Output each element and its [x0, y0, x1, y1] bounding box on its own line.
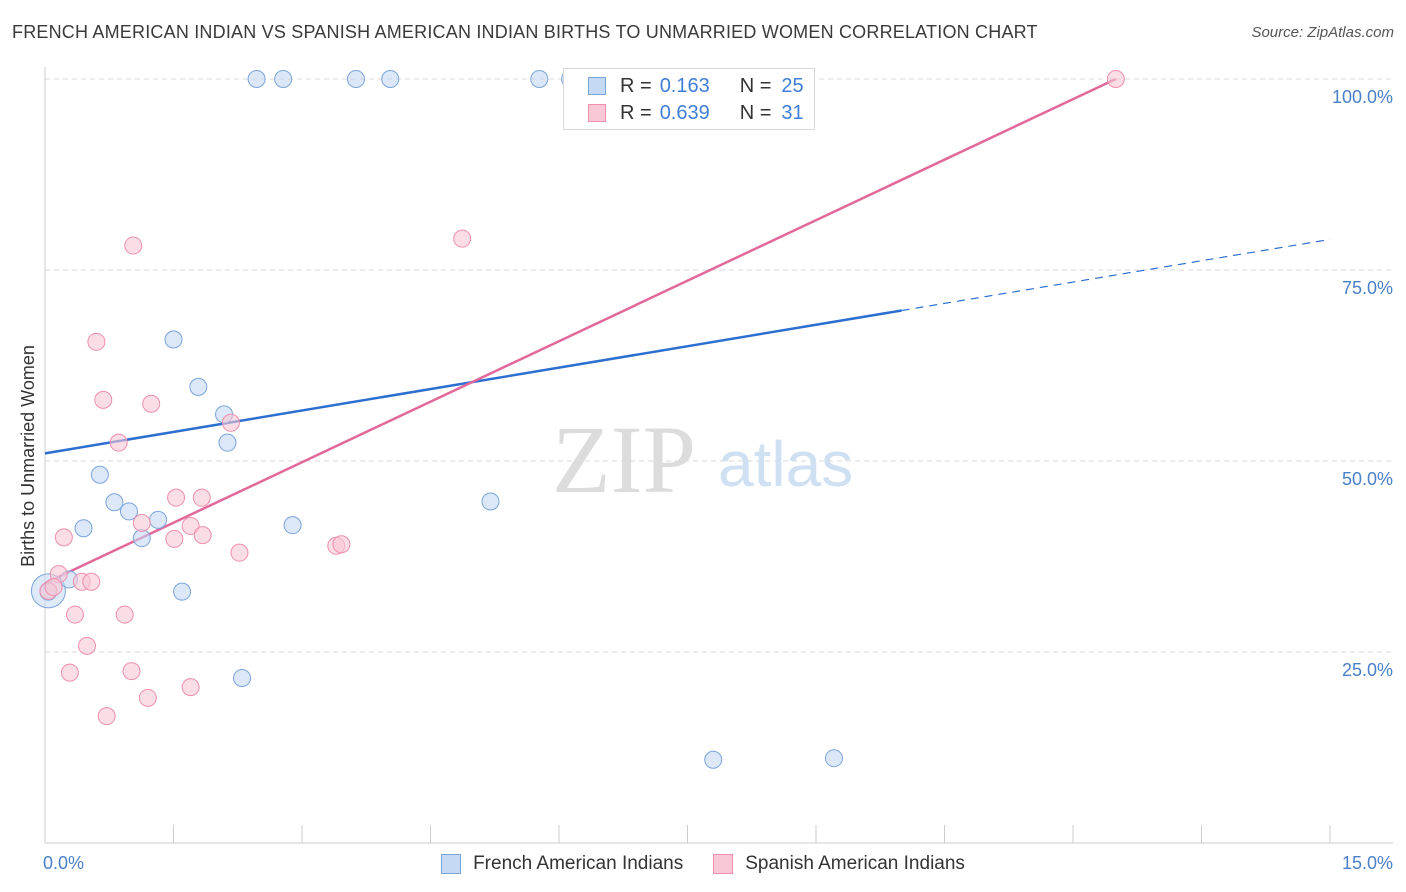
legend-swatch-pink	[713, 854, 734, 874]
data-point-spanish	[132, 513, 151, 532]
data-point-french	[189, 377, 208, 396]
data-point-french	[247, 70, 266, 88]
data-point-french	[149, 510, 168, 529]
data-point-french	[233, 668, 252, 687]
watermark: ZIP atlas	[552, 406, 853, 513]
data-point-spanish	[181, 516, 200, 535]
r-value: 0.639	[659, 101, 710, 124]
data-point-spanish	[109, 433, 128, 452]
stats-row-spanish: R = 0.639 N = 31	[588, 101, 804, 125]
data-point-spanish	[165, 529, 184, 548]
n-label: N =	[739, 74, 772, 97]
x-tick-label: 15.0%	[1342, 853, 1393, 873]
data-point-spanish	[221, 413, 240, 432]
legend-item-spanish[interactable]: Spanish American Indians	[713, 853, 965, 875]
data-points	[30, 70, 1125, 769]
data-point-french	[481, 492, 500, 511]
data-point-spanish	[138, 688, 157, 707]
legend-label-french: French American Indians	[473, 853, 684, 874]
y-tick-label: 75.0%	[1342, 278, 1393, 298]
data-point-french	[119, 502, 138, 521]
y-tick-label: 100.0%	[1332, 87, 1393, 107]
n-value: 25	[781, 74, 804, 97]
data-point-french	[132, 529, 151, 548]
data-point-spanish	[453, 229, 472, 248]
data-point-french	[704, 750, 723, 769]
r-label: R =	[620, 101, 652, 124]
data-point-spanish	[54, 528, 73, 547]
data-point-spanish	[97, 707, 116, 726]
n-label: N =	[739, 101, 772, 124]
data-point-spanish	[193, 526, 212, 545]
data-point-spanish	[44, 578, 63, 597]
data-point-french	[90, 465, 109, 484]
watermark-zip: ZIP	[552, 406, 696, 513]
n-value: 31	[781, 101, 804, 124]
axes	[44, 67, 1393, 844]
y-axis-title: Births to Unmarried Women	[18, 345, 38, 567]
data-point-spanish	[94, 390, 113, 409]
data-point-spanish	[230, 543, 249, 562]
data-point-french	[274, 70, 293, 88]
stats-swatch-blue	[588, 77, 606, 95]
data-point-spanish	[167, 488, 186, 507]
data-point-spanish	[82, 572, 101, 591]
data-point-french	[381, 70, 400, 88]
data-point-french	[164, 330, 183, 349]
data-point-french	[105, 493, 124, 512]
chart-legend: French American Indians Spanish American…	[0, 851, 1406, 877]
data-point-spanish	[65, 605, 84, 624]
data-point-french	[283, 516, 302, 535]
gridlines	[45, 78, 1393, 653]
data-point-french	[173, 582, 192, 601]
data-point-spanish	[181, 678, 200, 697]
legend-label-spanish: Spanish American Indians	[745, 853, 965, 874]
y-tick-label: 50.0%	[1342, 469, 1393, 489]
trend-line-french-extension	[901, 238, 1331, 312]
watermark-atlas: atlas	[718, 428, 853, 500]
r-label: R =	[620, 74, 652, 97]
data-point-french	[218, 433, 237, 452]
trend-line-spanish	[44, 77, 1117, 585]
chart-source: Source: ZipAtlas.com	[1251, 24, 1394, 41]
data-point-spanish	[124, 236, 143, 255]
r-value: 0.163	[659, 74, 710, 97]
data-point-spanish	[122, 662, 141, 681]
stats-legend: R = 0.163 N = 25 R = 0.639 N = 31	[563, 68, 815, 130]
trend-lines	[44, 77, 1331, 585]
tick-labels: 25.0% 50.0% 75.0% 100.0% 0.0% 15.0%	[43, 87, 1393, 873]
data-point-french	[530, 70, 549, 88]
data-point-spanish	[115, 605, 134, 624]
chart-title: FRENCH AMERICAN INDIAN VS SPANISH AMERIC…	[12, 22, 1038, 42]
data-point-spanish	[1106, 70, 1125, 88]
x-tick-label: 0.0%	[43, 853, 84, 873]
y-tick-label: 25.0%	[1342, 660, 1393, 680]
legend-swatch-blue	[441, 854, 462, 874]
data-point-spanish	[77, 636, 96, 655]
data-point-french	[346, 70, 365, 88]
data-point-spanish	[60, 663, 79, 682]
data-point-spanish	[192, 488, 211, 507]
data-point-spanish	[332, 535, 351, 554]
stats-swatch-pink	[588, 104, 606, 122]
data-point-spanish	[142, 394, 161, 413]
data-point-french	[824, 749, 843, 768]
data-point-spanish	[87, 332, 106, 351]
data-point-french	[74, 519, 93, 538]
stats-row-french: R = 0.163 N = 25	[588, 74, 804, 98]
legend-item-french[interactable]: French American Indians	[441, 853, 683, 875]
